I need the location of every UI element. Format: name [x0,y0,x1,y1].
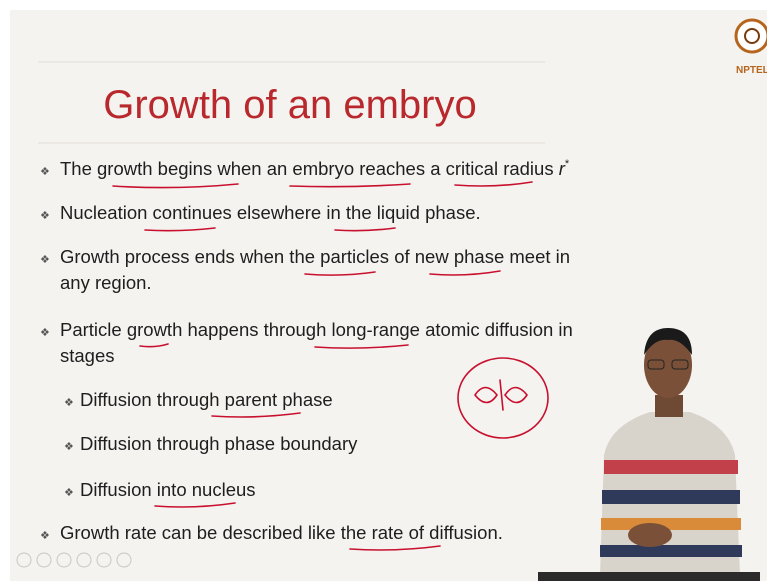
sub-bullet-text: Diffusion into nucleus [80,479,256,500]
bullet-text: Nucleation continues elsewhere in the li… [60,202,481,223]
bullet-text: stages [60,345,115,366]
body: NPTEL Growth of an embryo ❖ The growth b… [0,0,767,581]
neck [655,395,683,417]
logo-mark [736,20,767,52]
bullet-icon: ❖ [40,254,50,266]
superscript: * [565,158,570,170]
bullet-text: any region. [60,272,152,293]
bullet-icon: ❖ [64,441,74,453]
shirt-stripe [602,490,740,504]
bullet-text: Growth rate can be described like the ra… [60,522,503,543]
logo: NPTEL [736,20,767,76]
shirt-stripe [601,518,741,530]
page: {"header": {"title": "Growth of an embry… [0,0,767,581]
bullet-text: Particle growth happens through long-ran… [60,319,573,340]
desk [538,572,760,581]
slide: NPTEL Growth of an embryo ❖ The growth b… [0,0,767,581]
shirt-stripe [600,545,742,557]
bullet-icon: ❖ [64,487,74,499]
bullet-icon: ❖ [40,327,50,339]
hands [628,523,672,547]
bullet-text: The growth begins when an embryo reaches… [60,158,570,179]
bullet-icon: ❖ [40,530,50,542]
sub-bullet-text: Diffusion through parent phase [80,389,333,410]
sub-bullet-text: Diffusion through phase boundary [80,433,358,454]
bullet-icon: ❖ [64,397,74,409]
bullet-text: Growth process ends when the particles o… [60,246,570,267]
bullet-line: The growth begins when an embryo reaches… [60,158,554,179]
title: Growth of an embryo [103,83,477,127]
bullet-icon: ❖ [40,166,50,178]
logo-text: NPTEL [736,65,767,76]
shirt-stripe [604,460,738,474]
bullet-icon: ❖ [40,210,50,222]
